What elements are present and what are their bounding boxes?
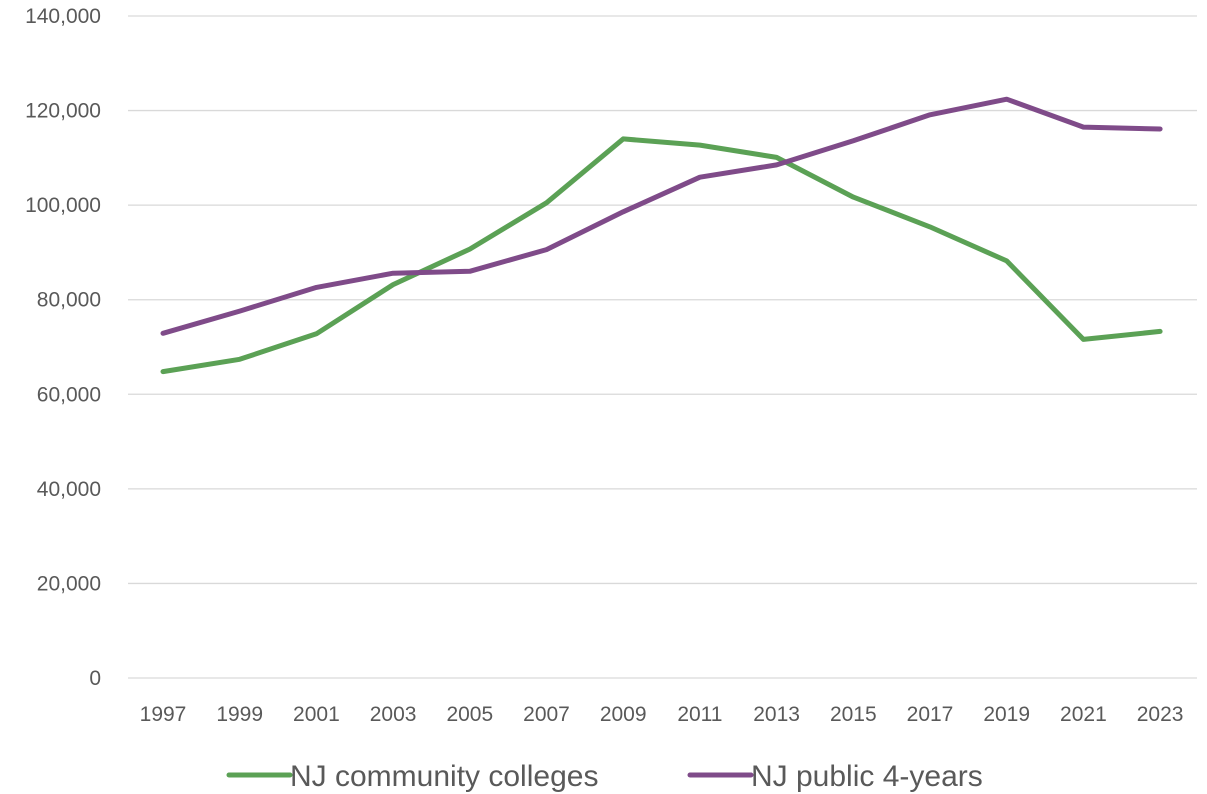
x-tick-label: 1999 (216, 703, 263, 726)
series-line-nj-public-4-years (160, 96, 1163, 336)
y-tick-label: 100,000 (25, 194, 101, 217)
y-axis-tick-labels: 0 20,000 40,000 60,000 80,000 100,000 120,000 1… (25, 5, 101, 690)
series-lines (160, 96, 1163, 375)
x-tick-label: 2005 (446, 703, 493, 726)
x-tick-label: 2003 (370, 703, 417, 726)
x-tick-label: 2017 (907, 703, 954, 726)
legend: NJ community colleges NJ public 4-years (226, 760, 983, 793)
x-tick-label: 2011 (677, 703, 722, 726)
y-tick-label: 40,000 (37, 478, 101, 501)
y-tick-label: 0 (89, 667, 101, 690)
legend-label: NJ public 4-years (751, 760, 983, 793)
gridlines (128, 15, 1197, 679)
y-tick-label: 140,000 (25, 5, 101, 28)
x-tick-label: 2009 (600, 703, 647, 726)
y-tick-label: 60,000 (37, 383, 101, 406)
x-axis-tick-labels: 1997 1999 2001 2003 2005 2007 2009 2011 2013 2015… (140, 703, 1184, 726)
x-tick-label: 1997 (140, 703, 187, 726)
y-tick-label: 80,000 (37, 289, 101, 312)
y-tick-label: 120,000 (25, 100, 101, 123)
x-tick-label: 2013 (753, 703, 800, 726)
x-tick-label: 2023 (1137, 703, 1184, 726)
y-tick-label: 20,000 (37, 572, 101, 595)
x-tick-label: 2019 (983, 703, 1030, 726)
series-line-nj-community-colleges (160, 136, 1163, 375)
x-tick-label: 2007 (523, 703, 570, 726)
x-tick-label: 2001 (293, 703, 340, 726)
x-tick-label: 2021 (1060, 703, 1107, 726)
x-tick-label: 2015 (830, 703, 877, 726)
legend-label: NJ community colleges (290, 760, 598, 793)
